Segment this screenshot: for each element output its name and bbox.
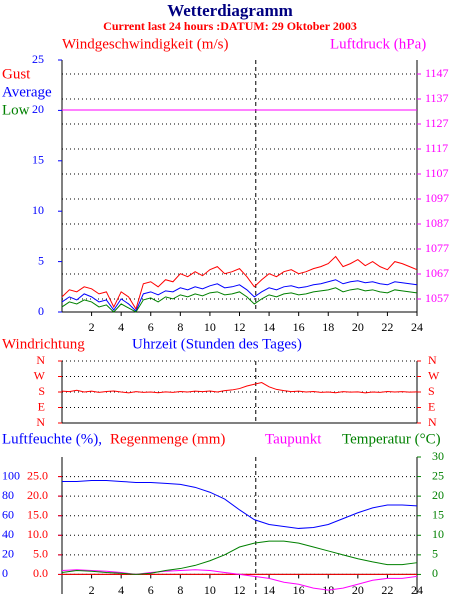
y-tick-label: S bbox=[38, 384, 45, 398]
y-tick-label: W bbox=[34, 368, 46, 382]
y-tick-label: 80 bbox=[2, 488, 14, 502]
y-tick-label: 10 bbox=[32, 203, 44, 217]
x-tick-label: 14 bbox=[263, 320, 275, 334]
y-tick-label: 10.0 bbox=[27, 527, 48, 541]
x-tick-label: 24 bbox=[411, 583, 423, 597]
y-tick-label: 1137 bbox=[425, 91, 449, 105]
y-tick-label: 25 bbox=[432, 468, 444, 482]
y-tick-label: 1067 bbox=[425, 266, 449, 280]
series-line bbox=[61, 255, 418, 311]
series-name: Regenmenge (mm) bbox=[110, 431, 225, 447]
y-tick-label: E bbox=[428, 399, 435, 413]
x-tick-label: 20 bbox=[352, 320, 364, 334]
y-tick-label: 60 bbox=[2, 507, 14, 521]
y-tick-label: 20 bbox=[2, 547, 14, 561]
series-line bbox=[61, 540, 418, 575]
x-tick-label: 24 bbox=[411, 320, 423, 334]
y-tick-label: E bbox=[38, 399, 45, 413]
y-tick-label: 1087 bbox=[425, 216, 449, 230]
y-tick-label: 15 bbox=[32, 153, 44, 167]
y-tick-label: 1127 bbox=[425, 116, 449, 130]
y-tick-label: 40 bbox=[2, 527, 14, 541]
y-tick-label: 1147 bbox=[425, 66, 449, 80]
x-tick-label: 22 bbox=[381, 583, 393, 597]
x-tick-label: 16 bbox=[293, 320, 305, 334]
y-tick-label: 1117 bbox=[425, 141, 448, 155]
y-tick-label: 1077 bbox=[425, 241, 449, 255]
series-name: Temperatur (°C) bbox=[342, 431, 441, 447]
y-tick-label: N bbox=[36, 415, 45, 429]
series-name: Low bbox=[2, 102, 30, 118]
y-tick-label: 20.0 bbox=[27, 488, 48, 502]
y-tick-label: N bbox=[36, 353, 45, 367]
y-tick-label: 25 bbox=[32, 52, 44, 66]
x-tick-label: 10 bbox=[204, 320, 216, 334]
series-name: Luftfeuchte (%), bbox=[2, 431, 102, 447]
y-tick-label: 20 bbox=[32, 102, 44, 116]
x-tick-label: 2 bbox=[89, 320, 95, 334]
series-line bbox=[61, 287, 418, 313]
x-tick-label: 16 bbox=[293, 583, 305, 597]
y-tick-label: 5.0 bbox=[33, 547, 48, 561]
x-tick-label: 8 bbox=[177, 320, 183, 334]
y-tick-label: 1107 bbox=[425, 166, 449, 180]
y-tick-label: 10 bbox=[432, 527, 444, 541]
y-tick-label: S bbox=[428, 384, 435, 398]
y-tick-label: 1097 bbox=[425, 191, 449, 205]
series-name: Gust bbox=[2, 66, 31, 82]
y2-axis-title: Luftdruck (hPa) bbox=[330, 36, 426, 52]
x-tick-label: 12 bbox=[234, 583, 246, 597]
x-tick-label: 4 bbox=[118, 583, 124, 597]
x-tick-label: 20 bbox=[352, 583, 364, 597]
x-tick-label: 6 bbox=[148, 320, 154, 334]
y-tick-label: 15.0 bbox=[27, 507, 48, 521]
y-tick-label: 5 bbox=[432, 547, 438, 561]
series-line bbox=[61, 279, 418, 312]
y-tick-label: 0 bbox=[432, 566, 438, 580]
x-tick-label: 10 bbox=[204, 583, 216, 597]
y-tick-label: 15 bbox=[432, 507, 444, 521]
y-tick-label: 0.0 bbox=[33, 566, 48, 580]
y-tick-label: 30 bbox=[432, 449, 444, 463]
y-tick-label: 0 bbox=[2, 566, 8, 580]
y-tick-label: W bbox=[428, 368, 440, 382]
y-tick-label: 5 bbox=[38, 253, 44, 267]
x-axis-title: Uhrzeit (Stunden des Tages) bbox=[132, 336, 302, 352]
x-tick-label: 18 bbox=[322, 320, 334, 334]
subtitle: Current last 24 hours :DATUM: 29 Oktober… bbox=[103, 19, 357, 33]
title: Wetterdiagramm bbox=[167, 1, 293, 20]
series-line bbox=[62, 479, 418, 529]
y-tick-label: 25.0 bbox=[27, 468, 48, 482]
y-axis-title: Windgeschwindigkeit (m/s) bbox=[62, 36, 228, 52]
y-tick-label: 1057 bbox=[425, 291, 449, 305]
x-tick-label: 14 bbox=[263, 583, 275, 597]
series-line bbox=[61, 569, 418, 591]
series-name: Average bbox=[2, 84, 52, 100]
panel-title: Windrichtung bbox=[2, 336, 85, 352]
y-tick-label: N bbox=[428, 415, 437, 429]
x-tick-label: 22 bbox=[381, 320, 393, 334]
y-tick-label: 0 bbox=[38, 304, 44, 318]
x-tick-label: 2 bbox=[89, 583, 95, 597]
x-tick-label: 8 bbox=[177, 583, 183, 597]
y-tick-label: 20 bbox=[432, 488, 444, 502]
y-tick-label: 100 bbox=[2, 468, 20, 482]
series-name: Taupunkt bbox=[265, 431, 322, 447]
x-tick-label: 12 bbox=[234, 320, 246, 334]
x-tick-label: 4 bbox=[118, 320, 124, 334]
series-line bbox=[61, 381, 418, 394]
x-tick-label: 6 bbox=[148, 583, 154, 597]
y-tick-label: N bbox=[428, 353, 437, 367]
